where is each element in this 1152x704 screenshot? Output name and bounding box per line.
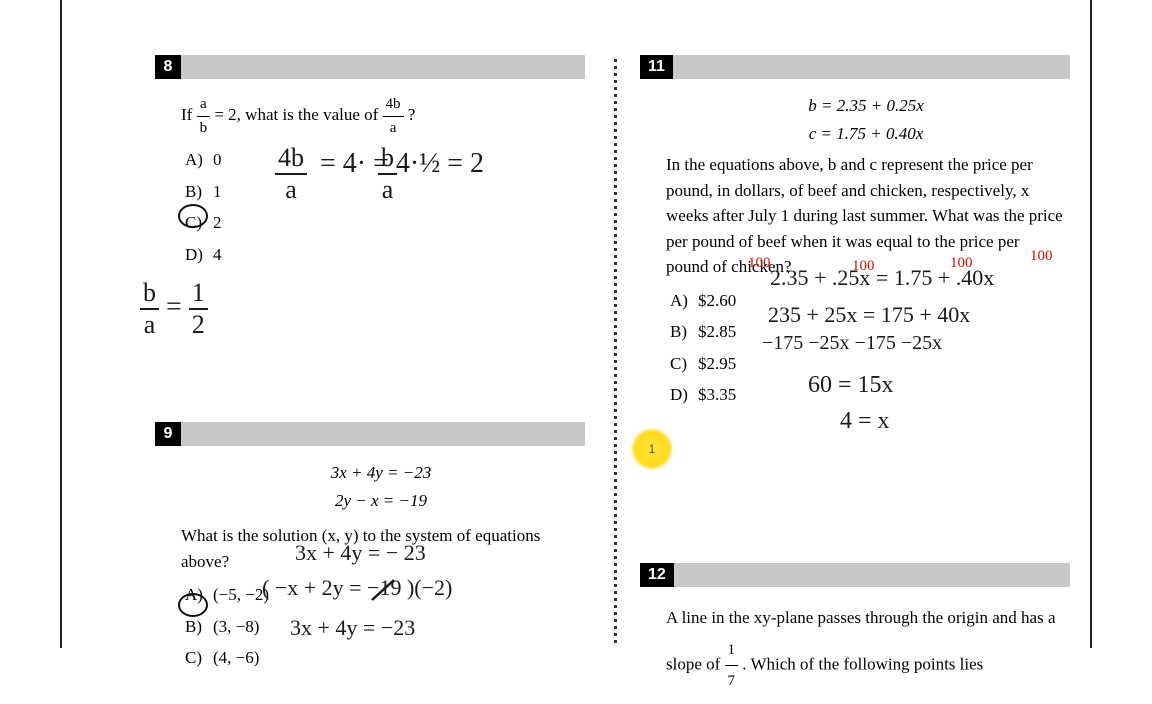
cursor-label: 1 xyxy=(649,442,656,456)
handwriting-q11-line3: −175 −25x −175 −25x xyxy=(762,332,942,355)
page-right-margin-rule xyxy=(1090,0,1092,648)
question-12-body: A line in the xy-plane passes through th… xyxy=(640,601,1070,696)
question-header-bar xyxy=(674,563,1070,587)
choice-c: C)2 xyxy=(185,210,581,236)
handwriting-q8-frac1: 4ba xyxy=(275,143,307,205)
handwriting-q11-line4: 60 = 15x xyxy=(808,372,894,399)
question-number: 11 xyxy=(640,55,673,79)
fraction-4b-over-a: 4b a xyxy=(383,93,404,139)
stem-text: ? xyxy=(408,105,416,124)
column-divider xyxy=(612,55,618,648)
handwriting-q8-frac2: ba xyxy=(378,143,397,205)
page-left-margin-rule xyxy=(60,0,62,648)
question-8-body: If a b = 2, what is the value of 4b a ? … xyxy=(155,93,585,267)
equation-b: b = 2.35 + 0.25x xyxy=(666,93,1066,119)
question-header-11: 11 xyxy=(640,55,1070,79)
stem-text: = 2, what is the value of xyxy=(214,105,382,124)
choice-d: D)4 xyxy=(185,242,581,268)
question-header-12: 12 xyxy=(640,563,1070,587)
question-header-8: 8 xyxy=(155,55,585,79)
handwriting-q9-line1: 3x + 4y = − 23 xyxy=(295,540,426,566)
question-header-bar xyxy=(181,55,585,79)
handwriting-q11-line5: 4 = x xyxy=(840,408,890,435)
question-header-bar xyxy=(673,55,1070,79)
circled-answer-q8 xyxy=(178,204,208,228)
fraction-1-over-7: 1 7 xyxy=(725,635,739,696)
handwriting-q9-line2: ( −x + 2y = −19 )(−2) xyxy=(262,575,452,601)
handwriting-q9-line3: 3x + 4y = −23 xyxy=(290,615,415,641)
handwriting-q8-main: = 4· = 4·½ = 2 xyxy=(320,148,484,180)
circled-answer-q9 xyxy=(178,593,208,617)
question-header-9: 9 xyxy=(155,422,585,446)
handwriting-q11-line2: 235 + 25x = 175 + 40x xyxy=(768,302,970,328)
question-header-bar xyxy=(181,422,585,446)
fraction-a-over-b: a b xyxy=(197,93,211,139)
question-12-stem: A line in the xy-plane passes through th… xyxy=(666,601,1066,696)
stem-text: . Which of the following points lies xyxy=(742,654,983,673)
handwriting-q8-side: ba = 12 xyxy=(140,278,208,340)
equation-c: c = 1.75 + 0.40x xyxy=(666,121,1066,147)
question-number: 12 xyxy=(640,563,674,587)
question-number: 9 xyxy=(155,422,181,446)
stem-text: If xyxy=(181,105,197,124)
handwriting-red-100: 100 xyxy=(1030,248,1053,265)
question-number: 8 xyxy=(155,55,181,79)
handwriting-red-100: 100 xyxy=(748,255,771,272)
question-8-stem: If a b = 2, what is the value of 4b a ? xyxy=(181,93,581,139)
equation-2: 2y − x = −19 xyxy=(181,488,581,514)
cursor-highlight-icon: 1 xyxy=(630,427,674,471)
question-11-body: b = 2.35 + 0.25x c = 1.75 + 0.40x In the… xyxy=(640,93,1070,408)
handwriting-q11-line1: 2.35 + .25x = 1.75 + .40x xyxy=(770,265,994,291)
choice-c: C)(4, −6) xyxy=(185,645,581,671)
equation-1: 3x + 4y = −23 xyxy=(181,460,581,486)
